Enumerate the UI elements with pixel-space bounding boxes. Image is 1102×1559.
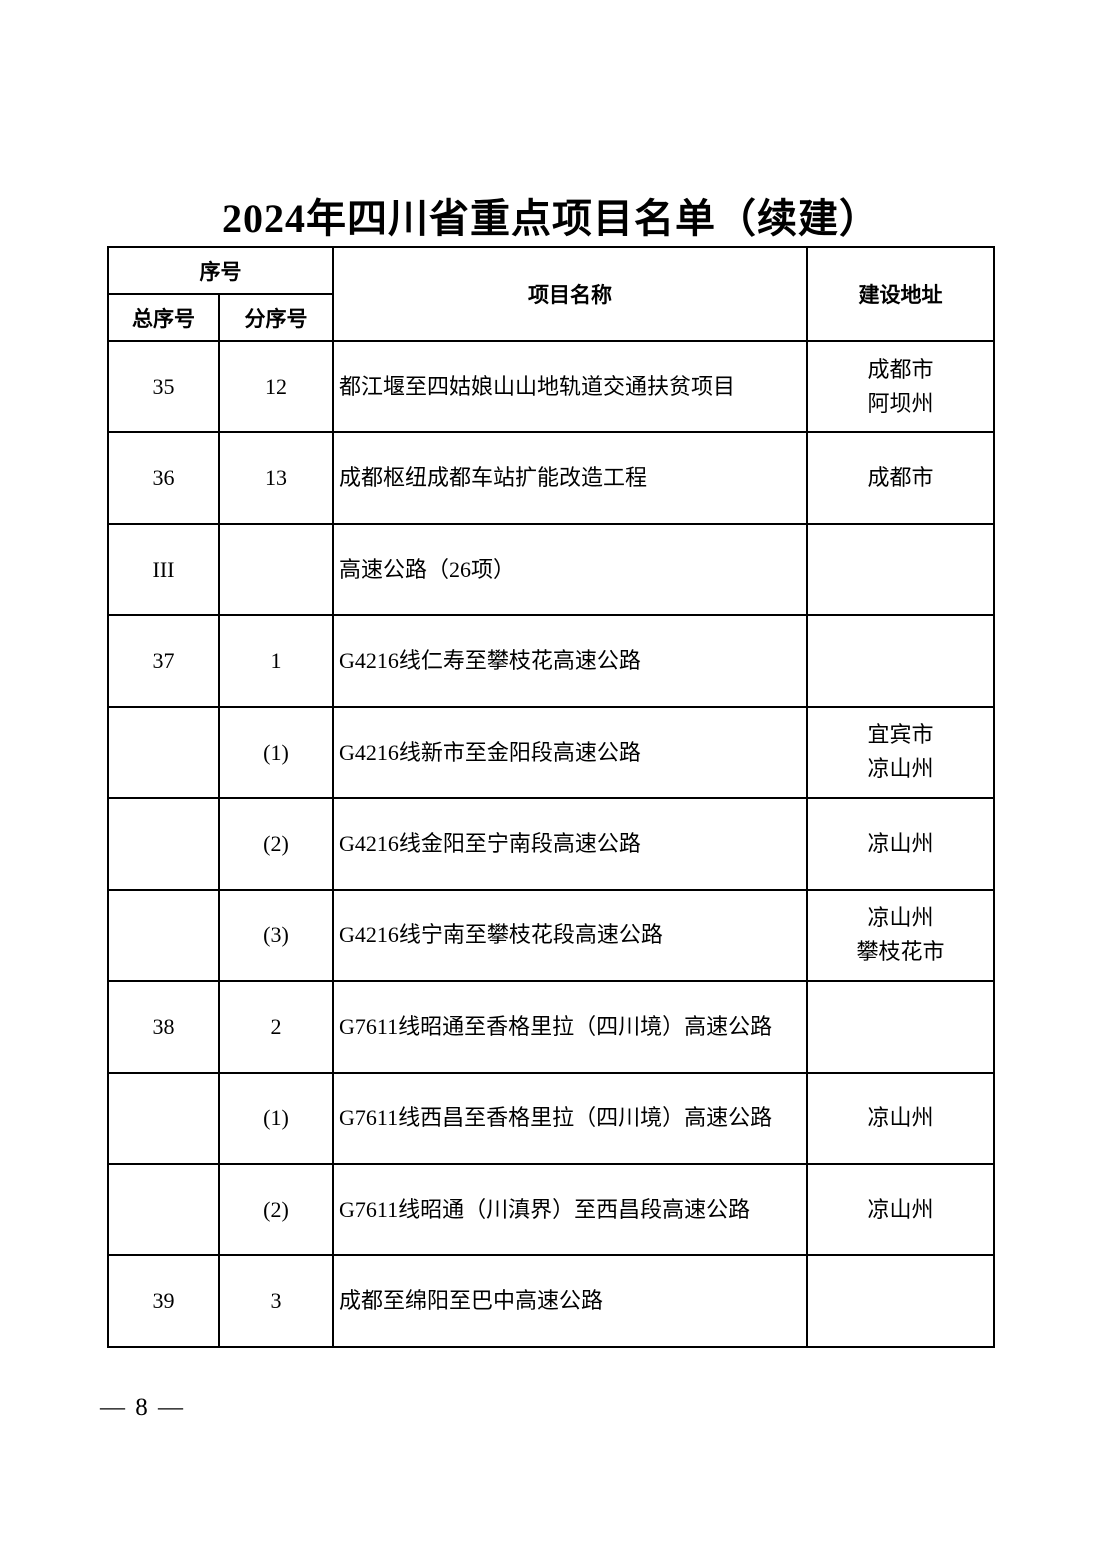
- sub-seq-cell: (3): [218, 888, 334, 983]
- location-cell: [806, 980, 995, 1074]
- project-name-cell: G7611线昭通（川滇界）至西昌段高速公路: [332, 1162, 808, 1257]
- total-seq-cell: 38: [107, 980, 220, 1074]
- sub-seq-cell: (1): [218, 705, 334, 800]
- project-name-cell: G4216线新市至金阳段高速公路: [332, 705, 808, 800]
- location-cell: 凉山州: [806, 1071, 995, 1165]
- project-name-cell: G4216线宁南至攀枝花段高速公路: [332, 888, 808, 983]
- sub-seq-cell: [218, 522, 334, 617]
- total-seq-cell: 36: [107, 431, 220, 525]
- sub-seq-cell: 3: [218, 1254, 334, 1348]
- location-cell: [806, 1254, 995, 1348]
- total-seq-cell: [107, 888, 220, 983]
- location-cell: 凉山州 攀枝花市: [806, 888, 995, 983]
- total-seq-cell: [107, 1162, 220, 1257]
- table-row: (2) G4216线金阳至宁南段高速公路 凉山州: [107, 797, 995, 891]
- project-name-cell: 高速公路（26项）: [332, 522, 808, 617]
- location-cell: 成都市 阿坝州: [806, 339, 995, 434]
- project-name-cell: 成都枢纽成都车站扩能改造工程: [332, 431, 808, 525]
- project-name-cell: G7611线昭通至香格里拉（四川境）高速公路: [332, 980, 808, 1074]
- header-row-2: 总序号 分序号: [107, 293, 994, 342]
- project-name-cell: 都江堰至四姑娘山山地轨道交通扶贫项目: [332, 339, 808, 434]
- table-row: 35 12 都江堰至四姑娘山山地轨道交通扶贫项目 成都市 阿坝州: [107, 339, 995, 434]
- project-name-cell: 成都至绵阳至巴中高速公路: [332, 1254, 808, 1348]
- location-cell: 凉山州: [806, 797, 995, 891]
- total-seq-cell: [107, 705, 220, 800]
- sub-seq-cell: 1: [218, 614, 334, 708]
- table-row: 38 2 G7611线昭通至香格里拉（四川境）高速公路: [107, 980, 995, 1074]
- total-seq-cell: 35: [107, 339, 220, 434]
- header-sub-seq: 分序号: [218, 293, 334, 342]
- table-row: III 高速公路（26项）: [107, 522, 995, 617]
- project-name-cell: G4216线仁寿至攀枝花高速公路: [332, 614, 808, 708]
- project-table: 序号 项目名称 建设地址 总序号 分序号 35 12 都江堰至四姑娘山山地轨道交…: [107, 246, 995, 1348]
- location-cell: 成都市: [806, 431, 995, 525]
- project-name-cell: G7611线西昌至香格里拉（四川境）高速公路: [332, 1071, 808, 1165]
- total-seq-cell: 39: [107, 1254, 220, 1348]
- location-cell: [806, 614, 995, 708]
- table-row: (1) G4216线新市至金阳段高速公路 宜宾市 凉山州: [107, 705, 995, 800]
- location-cell: 凉山州: [806, 1162, 995, 1257]
- sub-seq-cell: (2): [218, 1162, 334, 1257]
- table-row: (2) G7611线昭通（川滇界）至西昌段高速公路 凉山州: [107, 1162, 995, 1257]
- sub-seq-cell: 2: [218, 980, 334, 1074]
- sub-seq-cell: (1): [218, 1071, 334, 1165]
- table-row: (3) G4216线宁南至攀枝花段高速公路 凉山州 攀枝花市: [107, 888, 995, 983]
- header-seq-group: 序号: [107, 246, 334, 295]
- header-location: 建设地址: [806, 246, 995, 342]
- table-row: (1) G7611线西昌至香格里拉（四川境）高速公路 凉山州: [107, 1071, 995, 1165]
- header-project-name: 项目名称: [332, 246, 808, 342]
- total-seq-cell: [107, 1071, 220, 1165]
- sub-seq-cell: (2): [218, 797, 334, 891]
- page-title: 2024年四川省重点项目名单（续建）: [222, 196, 880, 241]
- table-row: 36 13 成都枢纽成都车站扩能改造工程 成都市: [107, 431, 995, 525]
- page-number: — 8 —: [100, 1394, 185, 1421]
- header-total-seq: 总序号: [107, 293, 220, 342]
- total-seq-cell: 37: [107, 614, 220, 708]
- total-seq-cell: [107, 797, 220, 891]
- table-row: 39 3 成都至绵阳至巴中高速公路: [107, 1254, 995, 1348]
- total-seq-cell: III: [107, 522, 220, 617]
- sub-seq-cell: 13: [218, 431, 334, 525]
- project-name-cell: G4216线金阳至宁南段高速公路: [332, 797, 808, 891]
- location-cell: [806, 522, 995, 617]
- sub-seq-cell: 12: [218, 339, 334, 434]
- table-row: 37 1 G4216线仁寿至攀枝花高速公路: [107, 614, 995, 708]
- location-cell: 宜宾市 凉山州: [806, 705, 995, 800]
- header-row-1: 序号 项目名称 建设地址: [107, 246, 995, 342]
